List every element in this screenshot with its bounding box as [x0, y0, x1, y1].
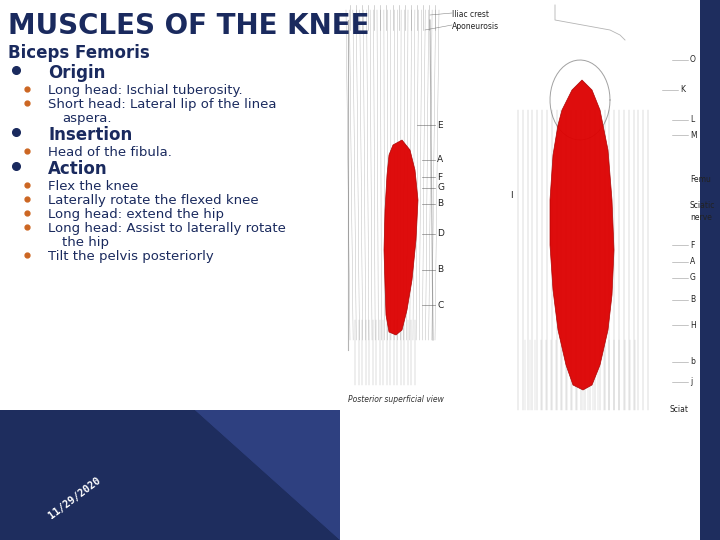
Text: Biceps Femoris: Biceps Femoris — [8, 44, 150, 62]
Polygon shape — [550, 80, 614, 390]
Text: E: E — [437, 120, 443, 130]
Text: the hip: the hip — [62, 236, 109, 249]
Text: Long head: extend the hip: Long head: extend the hip — [48, 208, 224, 221]
Polygon shape — [0, 410, 260, 540]
Text: aspera.: aspera. — [62, 112, 112, 125]
Text: Femu: Femu — [690, 176, 711, 185]
Text: B: B — [690, 295, 695, 305]
Text: F: F — [690, 240, 694, 249]
Text: L: L — [690, 116, 694, 125]
Polygon shape — [195, 410, 340, 540]
Text: Tilt the pelvis posteriorly: Tilt the pelvis posteriorly — [48, 250, 214, 263]
Text: B: B — [437, 199, 443, 208]
Polygon shape — [0, 410, 260, 540]
Text: Long head: Ischial tuberosity.: Long head: Ischial tuberosity. — [48, 84, 243, 97]
Text: D: D — [437, 230, 444, 239]
Text: B: B — [437, 266, 443, 274]
Polygon shape — [700, 0, 720, 540]
Text: O: O — [690, 56, 696, 64]
Text: K: K — [680, 85, 685, 94]
Text: Sciat: Sciat — [670, 405, 689, 414]
Text: Flex the knee: Flex the knee — [48, 180, 138, 193]
Text: Long head: Assist to laterally rotate: Long head: Assist to laterally rotate — [48, 222, 286, 235]
Polygon shape — [0, 410, 340, 540]
Text: nerve: nerve — [690, 213, 712, 222]
Text: MUSCLES OF THE KNEE: MUSCLES OF THE KNEE — [8, 12, 369, 40]
Text: G: G — [690, 273, 696, 282]
Text: C: C — [437, 300, 444, 309]
Text: Posterior superficial view: Posterior superficial view — [348, 395, 444, 404]
Text: Origin: Origin — [48, 64, 105, 82]
Text: Short head: Lateral lip of the linea: Short head: Lateral lip of the linea — [48, 98, 276, 111]
Text: j: j — [690, 377, 692, 387]
Text: b: b — [690, 357, 695, 367]
Polygon shape — [384, 140, 418, 335]
Text: H: H — [690, 321, 696, 329]
Text: 11/29/2020: 11/29/2020 — [47, 475, 103, 521]
Text: Sciatic: Sciatic — [690, 200, 716, 210]
Text: Iliac crest: Iliac crest — [452, 10, 489, 19]
Text: Head of the fibula.: Head of the fibula. — [48, 146, 172, 159]
Polygon shape — [80, 410, 340, 540]
Text: I: I — [510, 191, 513, 199]
Polygon shape — [0, 410, 340, 540]
Text: Action: Action — [48, 160, 107, 178]
Polygon shape — [0, 440, 340, 540]
Text: Aponeurosis: Aponeurosis — [452, 22, 499, 31]
Text: A: A — [690, 258, 696, 267]
Text: Laterally rotate the flexed knee: Laterally rotate the flexed knee — [48, 194, 258, 207]
Text: A: A — [437, 156, 443, 165]
Text: M: M — [690, 131, 697, 139]
Text: F: F — [437, 172, 442, 181]
Text: Insertion: Insertion — [48, 126, 132, 144]
Text: G: G — [437, 184, 444, 192]
